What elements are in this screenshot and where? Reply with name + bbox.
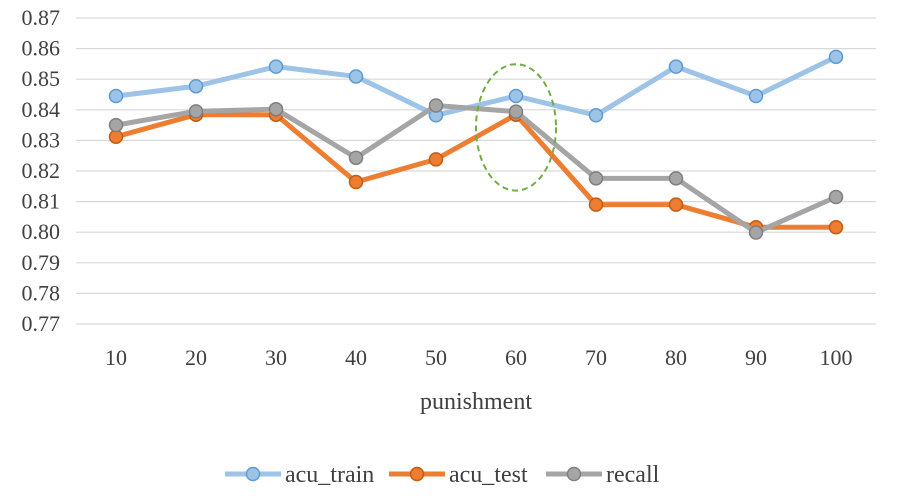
x-tick-label: 40	[345, 345, 367, 370]
y-tick-label: 0.86	[22, 36, 61, 61]
data-point	[348, 150, 364, 166]
legend-label: recall	[606, 462, 660, 488]
y-tick-label: 0.80	[22, 219, 61, 244]
data-point	[748, 88, 764, 104]
y-tick-label: 0.77	[22, 311, 61, 336]
x-tick-label: 90	[745, 345, 767, 370]
x-tick-label: 20	[185, 345, 207, 370]
data-point	[588, 108, 604, 123]
series-line	[113, 103, 839, 236]
data-point	[668, 171, 684, 186]
data-point	[348, 69, 364, 84]
legend: acu_train acu_test recall	[225, 462, 660, 488]
x-tick-label: 80	[665, 345, 687, 370]
data-point	[748, 225, 764, 240]
series-recall	[108, 98, 844, 240]
legend-item-acu-test: acu_test	[389, 462, 528, 488]
data-point	[668, 59, 684, 74]
y-tick-label: 0.79	[22, 250, 61, 275]
series-line	[113, 54, 839, 118]
data-point	[828, 189, 844, 205]
series-acu-train	[108, 49, 844, 123]
data-point	[188, 104, 204, 119]
y-tick-label: 0.78	[22, 280, 61, 305]
data-point	[428, 98, 444, 113]
data-point	[188, 78, 204, 94]
legend-label: acu_train	[285, 462, 374, 488]
x-axis-title: punishment	[420, 389, 532, 415]
data-point	[508, 88, 524, 104]
legend-marker	[245, 466, 261, 482]
data-point	[588, 197, 604, 212]
data-point	[108, 88, 124, 104]
data-point	[668, 197, 684, 212]
x-axis-ticks: 10 20 30 40 50 60 70 80 90 100	[105, 345, 853, 370]
dashed-highlight-ellipse	[475, 63, 557, 192]
x-tick-label: 10	[105, 345, 127, 370]
highlight-ellipse	[475, 63, 557, 192]
legend-label: acu_test	[449, 462, 528, 488]
y-tick-label: 0.83	[22, 127, 61, 152]
legend-item-acu-train: acu_train	[225, 462, 374, 488]
gridlines	[76, 17, 876, 325]
y-axis-ticks: 0.77 0.78 0.79 0.80 0.81 0.82 0.83 0.84 0.85 0.86…	[22, 5, 61, 336]
series-lines	[108, 49, 844, 240]
y-tick-label: 0.81	[22, 189, 61, 214]
data-point	[348, 174, 364, 190]
y-tick-label: 0.82	[22, 158, 61, 183]
x-tick-label: 30	[265, 345, 287, 370]
x-tick-label: 60	[505, 345, 527, 370]
data-point	[108, 117, 124, 133]
x-tick-label: 100	[820, 345, 853, 370]
legend-marker	[566, 466, 582, 482]
data-point	[828, 49, 844, 65]
data-point	[508, 104, 524, 119]
data-point	[268, 101, 284, 117]
legend-marker	[409, 466, 425, 482]
data-point	[828, 220, 844, 235]
y-tick-label: 0.84	[22, 97, 61, 122]
data-point	[428, 152, 444, 167]
y-tick-label: 0.87	[22, 5, 61, 30]
data-point	[588, 171, 604, 186]
y-tick-label: 0.85	[22, 66, 61, 91]
legend-item-recall: recall	[546, 462, 660, 488]
data-point	[268, 59, 284, 74]
x-tick-label: 50	[425, 345, 447, 370]
x-tick-label: 70	[585, 345, 607, 370]
